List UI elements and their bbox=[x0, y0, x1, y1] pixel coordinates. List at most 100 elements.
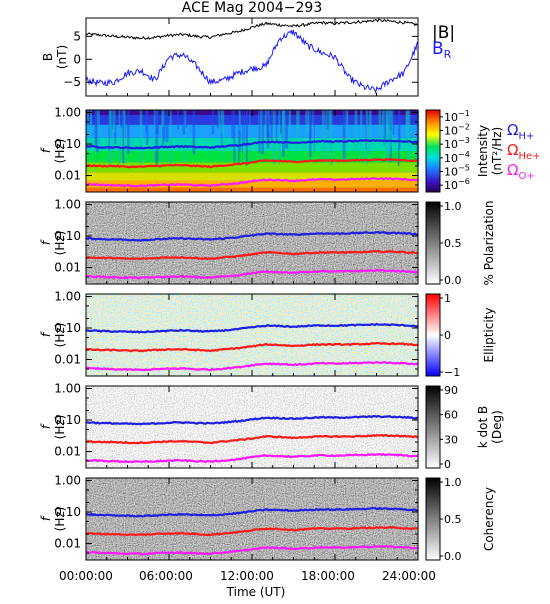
x-tick-label-2: 12:00:00 bbox=[220, 569, 274, 583]
spectrogram-streak bbox=[267, 110, 270, 138]
y-axis-label: f bbox=[39, 423, 53, 429]
spectrogram-streak bbox=[360, 110, 362, 159]
y-tick-label: 0.01 bbox=[54, 169, 81, 183]
spectrogram-background bbox=[86, 386, 418, 468]
x-tick-label-4: 24:00:00 bbox=[382, 569, 436, 583]
spectrogram-streak bbox=[406, 110, 408, 142]
spectrogram-streak bbox=[212, 110, 214, 134]
spectrogram-streak bbox=[146, 110, 149, 145]
spectrogram-streak bbox=[329, 110, 331, 154]
colorbar-tick-label: 0.0 bbox=[444, 550, 462, 563]
colorbar-tick-label: 0.0 bbox=[444, 274, 462, 287]
y-axis-unit: (Hz) bbox=[53, 507, 67, 532]
colorbar-tick-label: 0 bbox=[444, 458, 451, 471]
b-panel-background bbox=[86, 18, 418, 96]
spectrogram-streak bbox=[393, 110, 395, 135]
spectrogram-streak bbox=[380, 110, 382, 136]
spectrogram-streak bbox=[398, 110, 400, 166]
y-tick-label: 0.01 bbox=[54, 445, 81, 459]
spectrogram-streak bbox=[379, 110, 380, 151]
legend-omega-h: ΩH+ bbox=[507, 121, 534, 142]
spectrogram-background bbox=[86, 294, 418, 376]
y-axis-unit: (Hz) bbox=[53, 139, 67, 164]
spectrogram-band bbox=[86, 125, 418, 138]
spectrogram-streak bbox=[223, 110, 225, 157]
colorbar-tick-label: 30 bbox=[444, 433, 458, 446]
colorbar-tick-label: 1.0 bbox=[444, 476, 462, 489]
colorbar bbox=[426, 386, 440, 468]
spectrogram-streak bbox=[164, 110, 165, 141]
y-axis-label: f bbox=[39, 515, 53, 521]
spectrogram-streak bbox=[177, 110, 179, 129]
x-tick-label-1: 06:00:00 bbox=[139, 569, 193, 583]
colorbar-label: Coherency bbox=[482, 487, 496, 551]
y-tick-label: −5 bbox=[63, 75, 81, 89]
spectrogram-streak bbox=[308, 110, 309, 131]
spectrogram-streak bbox=[122, 110, 124, 163]
spectrogram-streak bbox=[322, 110, 325, 163]
y-axis-unit: (Hz) bbox=[53, 415, 67, 440]
spectrogram-streak bbox=[154, 110, 156, 160]
colorbar-label: k dot B bbox=[476, 406, 490, 448]
spectrogram-streak bbox=[259, 110, 261, 153]
spectrogram-streak bbox=[120, 110, 122, 128]
spectrogram-streak bbox=[343, 110, 346, 161]
y-axis-label: f bbox=[39, 239, 53, 245]
spectrogram-streak bbox=[382, 110, 383, 126]
colorbar-units: (Deg) bbox=[490, 410, 504, 444]
spectrogram-streak bbox=[166, 110, 169, 142]
spectrogram-streak bbox=[312, 110, 313, 146]
colorbar bbox=[426, 110, 440, 192]
spectrogram-background bbox=[86, 202, 418, 284]
spectrogram-streak bbox=[140, 110, 143, 164]
colorbar-tick-label: 10−6 bbox=[444, 177, 470, 192]
spectrogram-streak bbox=[246, 110, 248, 166]
spectrogram-streak bbox=[305, 110, 307, 134]
y-tick-label: 0.01 bbox=[54, 353, 81, 367]
spectrogram-streak bbox=[346, 110, 348, 134]
spectrogram-streak bbox=[298, 110, 300, 136]
y-axis-unit: (nT) bbox=[55, 45, 69, 69]
x-axis-label: Time (UT) bbox=[226, 585, 286, 599]
spectrogram-streak bbox=[282, 110, 285, 137]
legend-omega-he: ΩHe+ bbox=[507, 141, 541, 162]
spectrogram-streak bbox=[108, 110, 109, 151]
y-tick-label: 1.00 bbox=[54, 105, 81, 119]
spectrogram-streak bbox=[161, 110, 162, 165]
y-axis-label: B bbox=[41, 53, 55, 61]
spectrogram-streak bbox=[183, 110, 185, 135]
spectrogram-streak bbox=[242, 110, 243, 154]
spectrogram-streak bbox=[370, 110, 371, 134]
spectrogram-streak bbox=[111, 110, 113, 129]
spectrogram-streak bbox=[326, 110, 328, 129]
x-tick-label-0: 00:00:00 bbox=[59, 569, 113, 583]
colorbar-label: % Polarization bbox=[482, 201, 496, 286]
spectrogram-streak bbox=[278, 110, 280, 164]
spectrogram-streak bbox=[355, 110, 358, 149]
y-tick-label: 1.00 bbox=[54, 289, 81, 303]
spectrogram-streak bbox=[113, 110, 115, 132]
spectrogram-streak bbox=[276, 110, 277, 142]
spectrogram-streak bbox=[271, 110, 273, 140]
panels-layer: 50−5B(nT)1.000.100.01f(Hz)10−110−210−310… bbox=[39, 18, 504, 563]
colorbar-tick-label: 0.5 bbox=[444, 237, 462, 250]
y-tick-label: 1.00 bbox=[54, 197, 81, 211]
y-axis-unit: (Hz) bbox=[53, 323, 67, 348]
spectrogram-streak bbox=[386, 110, 388, 160]
colorbar-tick-label: 60 bbox=[444, 409, 458, 422]
spectrogram-streak bbox=[217, 110, 219, 128]
colorbar bbox=[426, 294, 440, 376]
colorbar-label: Ellipticity bbox=[482, 308, 496, 363]
colorbar-tick-label: 1.0 bbox=[444, 200, 462, 213]
spectrogram-streak bbox=[169, 110, 171, 166]
spectrogram-streak bbox=[384, 110, 386, 138]
spectrogram-streak bbox=[260, 110, 262, 152]
y-axis-label: f bbox=[39, 147, 53, 153]
spectrogram-streak bbox=[388, 110, 391, 154]
colorbar bbox=[426, 478, 440, 560]
colorbar-tick-label: 1 bbox=[444, 292, 451, 305]
colorbar-tick-label: 0.5 bbox=[444, 513, 462, 526]
spectrogram-streak bbox=[231, 110, 233, 138]
